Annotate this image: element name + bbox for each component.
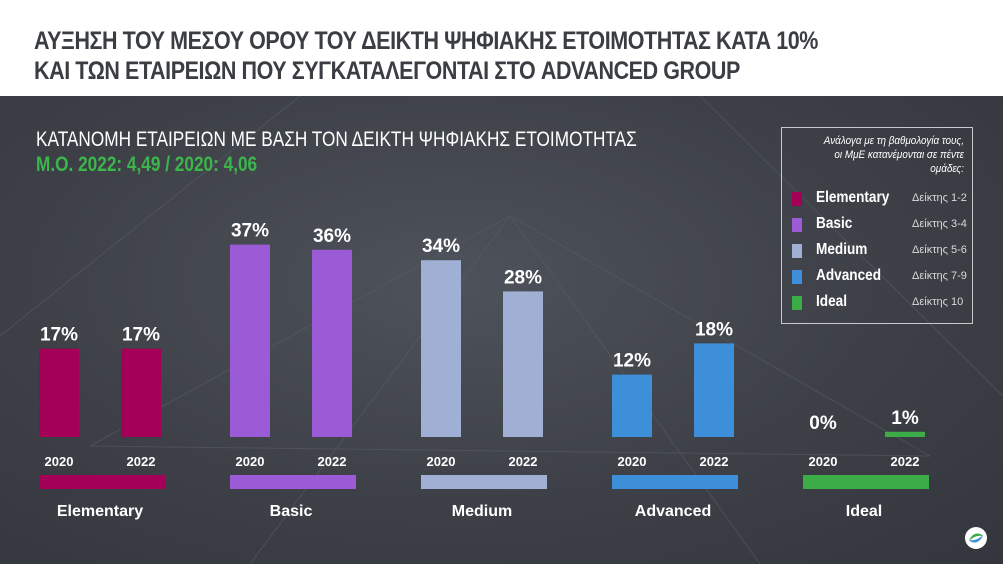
legend-swatch xyxy=(792,192,802,206)
category-band-ideal xyxy=(803,475,929,489)
category-label-ideal: Ideal xyxy=(846,503,882,520)
header-title-line-2: ΚΑΙ ΤΩΝ ΕΤΑΙΡΕΙΩΝ ΠΟΥ ΣΥΓΚΑΤΑΛΕΓΟΝΤΑΙ ΣΤ… xyxy=(34,57,740,85)
data-label-medium-2020: 34% xyxy=(422,236,460,257)
data-label-basic-2022: 36% xyxy=(313,226,351,247)
legend-item-name: Medium xyxy=(816,241,868,258)
bar-ideal-2022 xyxy=(885,431,925,437)
legend-item-range: Δείκτης 5-6 xyxy=(912,244,967,256)
year-tick-label: 2022 xyxy=(509,454,538,469)
legend-item-ideal: Ideal Δείκτης 10 xyxy=(792,292,964,318)
legend-item-basic: Basic Δείκτης 3-4 xyxy=(792,214,967,240)
legend-swatch xyxy=(792,270,802,284)
data-label-ideal-2020: 0% xyxy=(809,413,837,434)
legend-item-range: Δείκτης 3-4 xyxy=(912,218,967,230)
year-tick-label: 2020 xyxy=(618,454,647,469)
bar-medium-2020 xyxy=(421,260,461,437)
legend-note-line-2: οι ΜμΕ κατανέμονται σε πέντε ομάδες: xyxy=(834,149,964,175)
category-label-basic: Basic xyxy=(270,503,313,520)
bar-elementary-2022 xyxy=(121,348,161,437)
slide-header: ΑΥΞΗΣΗ ΤΟΥ ΜΕΣΟΥ ΟΡΟΥ ΤΟΥ ΔΕΙΚΤΗ ΨΗΦΙΑΚΗ… xyxy=(0,0,1003,96)
legend-swatch xyxy=(792,296,802,310)
legend-item-range: Δείκτης 7-9 xyxy=(912,270,967,282)
bar-advanced-2022 xyxy=(694,343,734,437)
legend-item-name: Ideal xyxy=(816,293,847,310)
bar-advanced-2020 xyxy=(612,374,652,437)
year-tick-label: 2020 xyxy=(236,454,265,469)
chart-average-note: Μ.Ο. 2022: 4,49 / 2020: 4,06 xyxy=(36,153,258,176)
bar-elementary-2020 xyxy=(39,348,79,437)
category-label-medium: Medium xyxy=(452,503,512,520)
legend-item-range: Δείκτης 1-2 xyxy=(912,192,967,204)
legend-items: Elementary Δείκτης 1-2 Basic Δείκτης 3-4 Med… xyxy=(792,188,967,318)
legend-item-name: Advanced xyxy=(816,267,881,284)
category-label-advanced: Advanced xyxy=(635,503,711,520)
legend-swatch xyxy=(792,218,802,232)
legend-item-elementary: Elementary Δείκτης 1-2 xyxy=(792,188,967,214)
year-tick-label: 2022 xyxy=(127,454,156,469)
legend-item-advanced: Advanced Δείκτης 7-9 xyxy=(792,266,967,292)
category-band-basic xyxy=(230,475,356,489)
legend-item-medium: Medium Δείκτης 5-6 xyxy=(792,240,967,266)
year-tick-label: 2020 xyxy=(427,454,456,469)
legend-box: Ανάλογα με τη βαθμολογία τους, οι ΜμΕ κα… xyxy=(781,127,973,324)
legend-swatch xyxy=(792,244,802,258)
header-title-line-1: ΑΥΞΗΣΗ ΤΟΥ ΜΕΣΟΥ ΟΡΟΥ ΤΟΥ ΔΕΙΚΤΗ ΨΗΦΙΑΚΗ… xyxy=(34,27,818,55)
data-label-ideal-2022: 1% xyxy=(891,408,919,429)
year-tick-label: 2020 xyxy=(45,454,74,469)
category-band-advanced xyxy=(612,475,738,489)
legend-item-range: Δείκτης 10 xyxy=(912,296,964,308)
bar-basic-2022 xyxy=(312,249,352,437)
year-tick-label: 2022 xyxy=(891,454,920,469)
year-tick-label: 2022 xyxy=(700,454,729,469)
data-label-advanced-2020: 12% xyxy=(613,351,651,372)
data-label-basic-2020: 37% xyxy=(231,221,269,242)
year-tick-label: 2020 xyxy=(809,454,838,469)
year-tick-label: 2022 xyxy=(318,454,347,469)
data-label-elementary-2022: 17% xyxy=(122,325,160,346)
data-label-elementary-2020: 17% xyxy=(40,325,78,346)
chart-title: ΚΑΤΑΝΟΜΗ ΕΤΑΙΡΕΙΩΝ ΜΕ ΒΑΣΗ ΤΟΝ ΔΕΙΚΤΗ ΨΗ… xyxy=(36,128,637,151)
category-label-elementary: Elementary xyxy=(57,503,143,520)
legend-note-line-1: Ανάλογα με τη βαθμολογία τους, xyxy=(823,135,964,147)
category-band-elementary xyxy=(39,475,165,489)
data-label-medium-2022: 28% xyxy=(504,267,542,288)
data-label-advanced-2022: 18% xyxy=(695,319,733,340)
company-logo-icon xyxy=(965,527,987,549)
bar-basic-2020 xyxy=(230,244,270,437)
legend-item-name: Elementary xyxy=(816,189,890,206)
bar-medium-2022 xyxy=(503,291,543,437)
legend-item-name: Basic xyxy=(816,215,853,232)
category-band-medium xyxy=(421,475,547,489)
